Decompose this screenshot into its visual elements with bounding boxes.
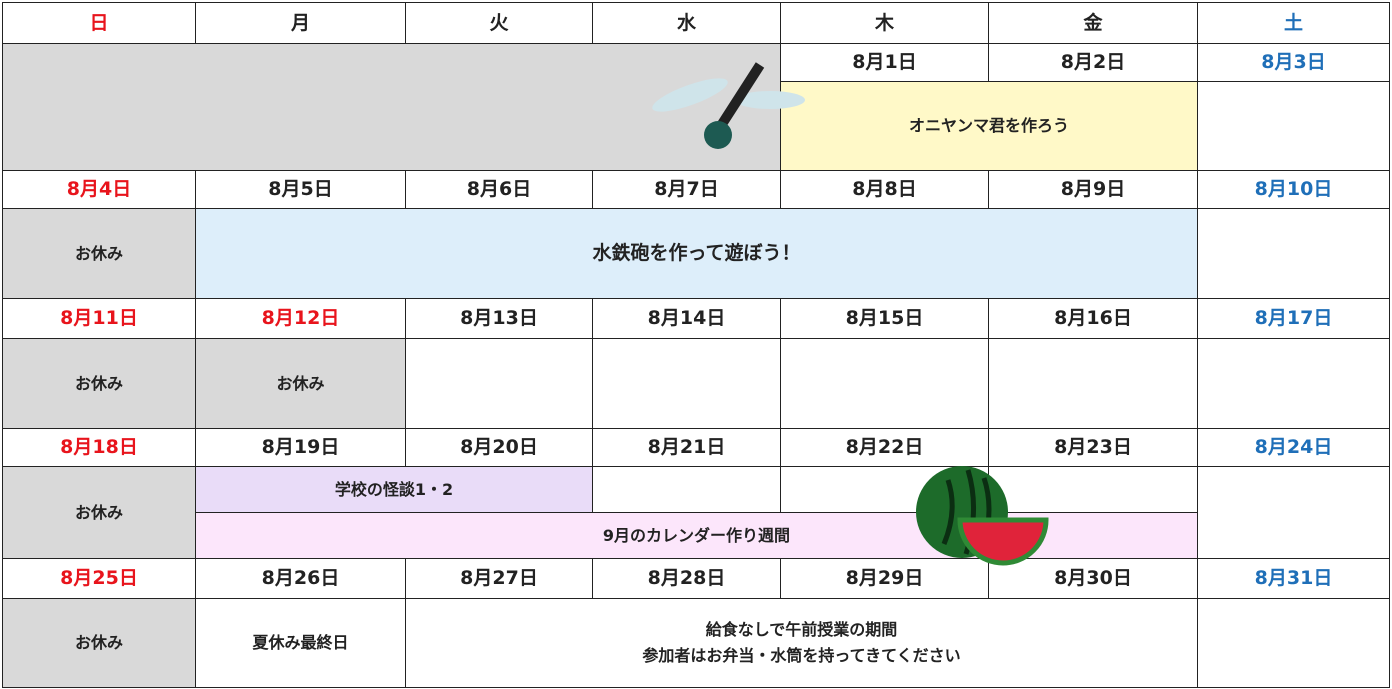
date: 8月27日 bbox=[405, 558, 593, 599]
date: 8月5日 bbox=[195, 170, 406, 209]
blank-cell bbox=[1197, 598, 1390, 688]
date: 8月22日 bbox=[780, 428, 989, 467]
event: 夏休み最終日 bbox=[195, 598, 406, 688]
text-line: 給食なしで午前授業の期間 bbox=[705, 620, 898, 640]
date: 8月7日 bbox=[592, 170, 781, 209]
date: 8月31日 bbox=[1197, 558, 1390, 599]
blank-cell bbox=[1197, 466, 1390, 559]
date: 8月20日 bbox=[405, 428, 593, 467]
blank-cell bbox=[592, 466, 781, 513]
date: 8月18日 bbox=[2, 428, 196, 467]
date: 8月3日 bbox=[1197, 43, 1390, 82]
date: 8月4日 bbox=[2, 170, 196, 209]
event: お休み bbox=[2, 338, 196, 429]
date: 8月24日 bbox=[1197, 428, 1390, 467]
blank-cell bbox=[405, 338, 593, 429]
date: 8月21日 bbox=[592, 428, 781, 467]
date: 8月14日 bbox=[592, 298, 781, 339]
date: 8月30日 bbox=[988, 558, 1198, 599]
weekday-header: 木 bbox=[780, 2, 989, 44]
blank-cell bbox=[1197, 81, 1390, 171]
date: 8月25日 bbox=[2, 558, 196, 599]
blank-cell bbox=[592, 338, 781, 429]
blank-cell bbox=[1197, 208, 1390, 299]
event: 学校の怪談1・2 bbox=[195, 466, 593, 513]
date: 8月16日 bbox=[988, 298, 1198, 339]
weekday-header: 土 bbox=[1197, 2, 1390, 44]
blank-cell bbox=[988, 338, 1198, 429]
date: 8月11日 bbox=[2, 298, 196, 339]
blank-cell bbox=[780, 466, 989, 513]
blank-cell bbox=[2, 43, 781, 171]
blank-cell bbox=[988, 466, 1198, 513]
weekday-header: 水 bbox=[592, 2, 781, 44]
date: 8月8日 bbox=[780, 170, 989, 209]
date: 8月26日 bbox=[195, 558, 406, 599]
blank-cell bbox=[1197, 338, 1390, 429]
weekday-header: 月 bbox=[195, 2, 406, 44]
event: お休み bbox=[195, 338, 406, 429]
date: 8月17日 bbox=[1197, 298, 1390, 339]
event: 9月のカレンダー作り週間 bbox=[195, 512, 1198, 559]
date: 8月6日 bbox=[405, 170, 593, 209]
weekday-header: 金 bbox=[988, 2, 1198, 44]
date: 8月12日 bbox=[195, 298, 406, 339]
event: 水鉄砲を作って遊ぼう！ bbox=[195, 208, 1198, 299]
date: 8月9日 bbox=[988, 170, 1198, 209]
blank-cell bbox=[780, 338, 989, 429]
event: お休み bbox=[2, 598, 196, 688]
weekday-header: 火 bbox=[405, 2, 593, 44]
date: 8月23日 bbox=[988, 428, 1198, 467]
date: 8月10日 bbox=[1197, 170, 1390, 209]
event: オニヤンマ君を作ろう bbox=[780, 81, 1198, 171]
event: お休み bbox=[2, 466, 196, 559]
date: 8月13日 bbox=[405, 298, 593, 339]
weekday-header: 日 bbox=[2, 2, 196, 44]
date: 8月2日 bbox=[988, 43, 1198, 82]
text-line: 参加者はお弁当・水筒を持ってきてください bbox=[642, 646, 961, 665]
date: 8月1日 bbox=[780, 43, 989, 82]
date: 8月19日 bbox=[195, 428, 406, 467]
event: お休み bbox=[2, 208, 196, 299]
date: 8月28日 bbox=[592, 558, 781, 599]
date: 8月29日 bbox=[780, 558, 989, 599]
event: 給食なしで午前授業の期間参加者はお弁当・水筒を持ってきてください bbox=[405, 598, 1198, 688]
date: 8月15日 bbox=[780, 298, 989, 339]
